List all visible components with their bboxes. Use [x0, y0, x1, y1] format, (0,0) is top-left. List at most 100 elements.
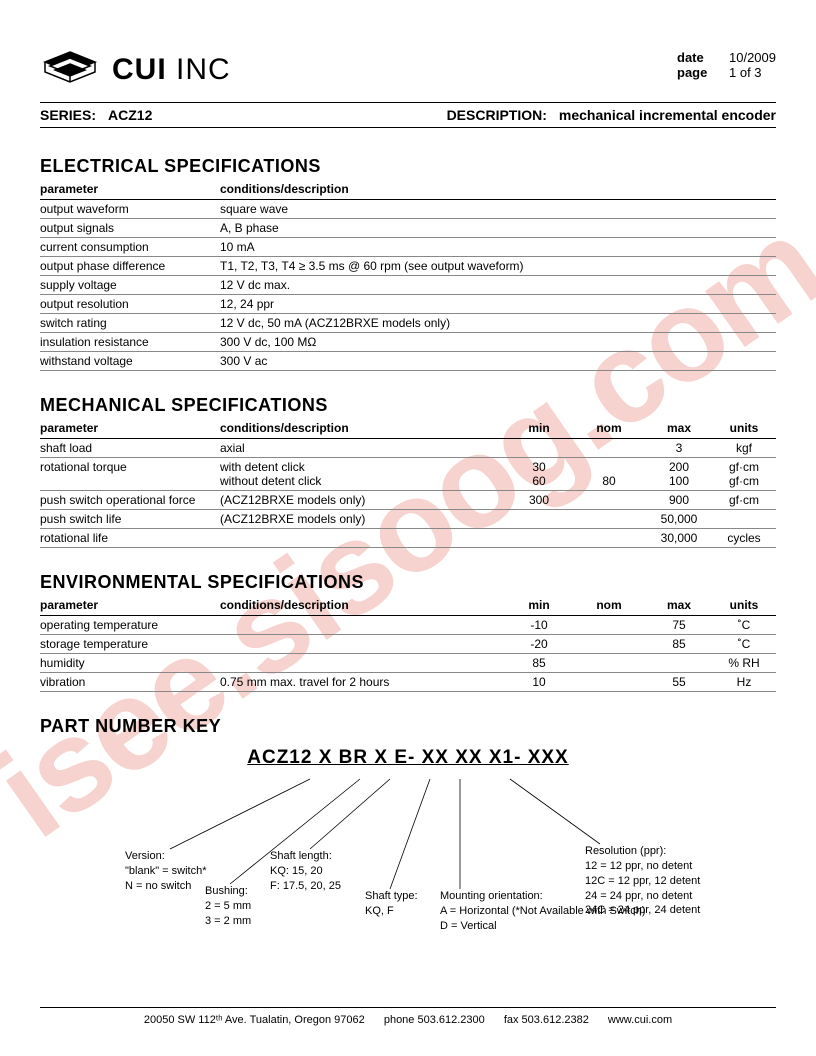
cell-max: 900	[646, 491, 716, 510]
cell-value: square wave	[220, 200, 776, 219]
cell-cond: axial	[220, 439, 506, 458]
table-row: push switch operational force(ACZ12BRXE …	[40, 491, 776, 510]
th-min: min	[506, 418, 576, 439]
th-units: units	[716, 595, 776, 616]
note-shafttype: Shaft type: KQ, F	[365, 889, 418, 919]
cell-param: vibration	[40, 673, 220, 692]
electrical-heading: ELECTRICAL SPECIFICATIONS	[40, 156, 776, 177]
logo: CUI INC	[40, 50, 231, 90]
cell-cond: 0.75 mm max. travel for 2 hours	[220, 673, 506, 692]
description-value: mechanical incremental encoder	[559, 107, 776, 123]
cell-cond: (ACZ12BRXE models only)	[220, 491, 506, 510]
table-row: current consumption10 mA	[40, 238, 776, 257]
date-label: date	[677, 50, 717, 65]
cell-param: output resolution	[40, 295, 220, 314]
table-row: output phase differenceT1, T2, T3, T4 ≥ …	[40, 257, 776, 276]
note-resolution: Resolution (ppr): 12 = 12 ppr, no detent…	[585, 844, 700, 918]
note-bushing: Bushing: 2 = 5 mm 3 = 2 mm	[205, 884, 251, 929]
part-number-diagram: Version: "blank" = switch* N = no switch…	[40, 774, 776, 994]
cell-min: 30 60	[506, 458, 576, 491]
cell-param: insulation resistance	[40, 333, 220, 352]
cell-min: -10	[506, 616, 576, 635]
cell-units: gf·cm gf·cm	[716, 458, 776, 491]
cell-max	[646, 654, 716, 673]
th-nom: nom	[576, 595, 646, 616]
environmental-heading: ENVIRONMENTAL SPECIFICATIONS	[40, 572, 776, 593]
cell-value: 12 V dc, 50 mA (ACZ12BRXE models only)	[220, 314, 776, 333]
cell-value: 300 V dc, 100 MΩ	[220, 333, 776, 352]
cell-param: humidity	[40, 654, 220, 673]
series-label: SERIES:	[40, 107, 96, 123]
part-number-pattern: ACZ12 X BR X E- XX XX X1- XXX	[40, 747, 776, 769]
electrical-table: parameter conditions/description output …	[40, 179, 776, 371]
company-bold: CUI	[112, 53, 167, 86]
header: CUI INC date 10/2009 page 1 of 3	[40, 50, 776, 90]
th-cond: conditions/description	[220, 179, 776, 200]
page-value: 1 of 3	[729, 65, 762, 80]
cell-units: ˚C	[716, 616, 776, 635]
cell-min	[506, 529, 576, 548]
cui-logo-icon	[40, 50, 100, 90]
table-row: withstand voltage300 V ac	[40, 352, 776, 371]
cell-nom	[576, 439, 646, 458]
cell-param: output signals	[40, 219, 220, 238]
cell-cond	[220, 635, 506, 654]
cell-param: push switch operational force	[40, 491, 220, 510]
th-max: max	[646, 418, 716, 439]
cell-min	[506, 510, 576, 529]
page-label: page	[677, 65, 717, 80]
table-row: vibration0.75 mm max. travel for 2 hours…	[40, 673, 776, 692]
company-name: CUI INC	[112, 53, 231, 87]
cell-value: T1, T2, T3, T4 ≥ 3.5 ms @ 60 rpm (see ou…	[220, 257, 776, 276]
footer-phone: phone 503.612.2300	[384, 1014, 485, 1026]
cell-value: A, B phase	[220, 219, 776, 238]
table-row: supply voltage12 V dc max.	[40, 276, 776, 295]
table-row: output resolution12, 24 ppr	[40, 295, 776, 314]
th-max: max	[646, 595, 716, 616]
cell-max: 75	[646, 616, 716, 635]
note-version: Version: "blank" = switch* N = no switch	[125, 849, 207, 894]
cell-param: current consumption	[40, 238, 220, 257]
cell-nom	[576, 616, 646, 635]
cell-nom	[576, 510, 646, 529]
cell-max: 3	[646, 439, 716, 458]
footer: 20050 SW 112ᵗʰ Ave. Tualatin, Oregon 970…	[40, 1007, 776, 1026]
series-bar: SERIES: ACZ12 DESCRIPTION: mechanical in…	[40, 102, 776, 128]
cell-cond	[220, 654, 506, 673]
table-row: operating temperature-1075˚C	[40, 616, 776, 635]
cell-min: 300	[506, 491, 576, 510]
cell-max: 30,000	[646, 529, 716, 548]
cell-min	[506, 439, 576, 458]
cell-param: rotational life	[40, 529, 220, 548]
cell-value: 10 mA	[220, 238, 776, 257]
cell-cond: (ACZ12BRXE models only)	[220, 510, 506, 529]
cell-min: 85	[506, 654, 576, 673]
description-label: DESCRIPTION:	[447, 107, 547, 123]
cell-cond	[220, 529, 506, 548]
cell-nom	[576, 673, 646, 692]
th-cond: conditions/description	[220, 595, 506, 616]
th-param: parameter	[40, 595, 220, 616]
cell-min: -20	[506, 635, 576, 654]
cell-nom: 80	[576, 458, 646, 491]
date-value: 10/2009	[729, 50, 776, 65]
footer-web: www.cui.com	[608, 1014, 672, 1026]
partkey-heading: PART NUMBER KEY	[40, 716, 776, 737]
cell-param: supply voltage	[40, 276, 220, 295]
footer-address: 20050 SW 112ᵗʰ Ave. Tualatin, Oregon 970…	[144, 1014, 365, 1026]
table-row: switch rating12 V dc, 50 mA (ACZ12BRXE m…	[40, 314, 776, 333]
table-row: insulation resistance300 V dc, 100 MΩ	[40, 333, 776, 352]
table-row: output signalsA, B phase	[40, 219, 776, 238]
cell-max: 50,000	[646, 510, 716, 529]
cell-nom	[576, 529, 646, 548]
cell-value: 12 V dc max.	[220, 276, 776, 295]
cell-param: push switch life	[40, 510, 220, 529]
cell-value: 12, 24 ppr	[220, 295, 776, 314]
cell-units: kgf	[716, 439, 776, 458]
cell-param: storage temperature	[40, 635, 220, 654]
table-row: rotational torquewith detent click witho…	[40, 458, 776, 491]
table-row: output waveformsquare wave	[40, 200, 776, 219]
footer-fax: fax 503.612.2382	[504, 1014, 589, 1026]
cell-units: Hz	[716, 673, 776, 692]
cell-units: gf·cm	[716, 491, 776, 510]
